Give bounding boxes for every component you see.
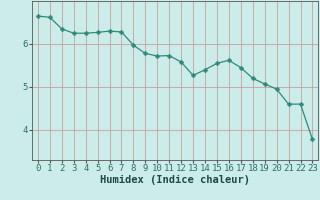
X-axis label: Humidex (Indice chaleur): Humidex (Indice chaleur) [100, 175, 250, 185]
